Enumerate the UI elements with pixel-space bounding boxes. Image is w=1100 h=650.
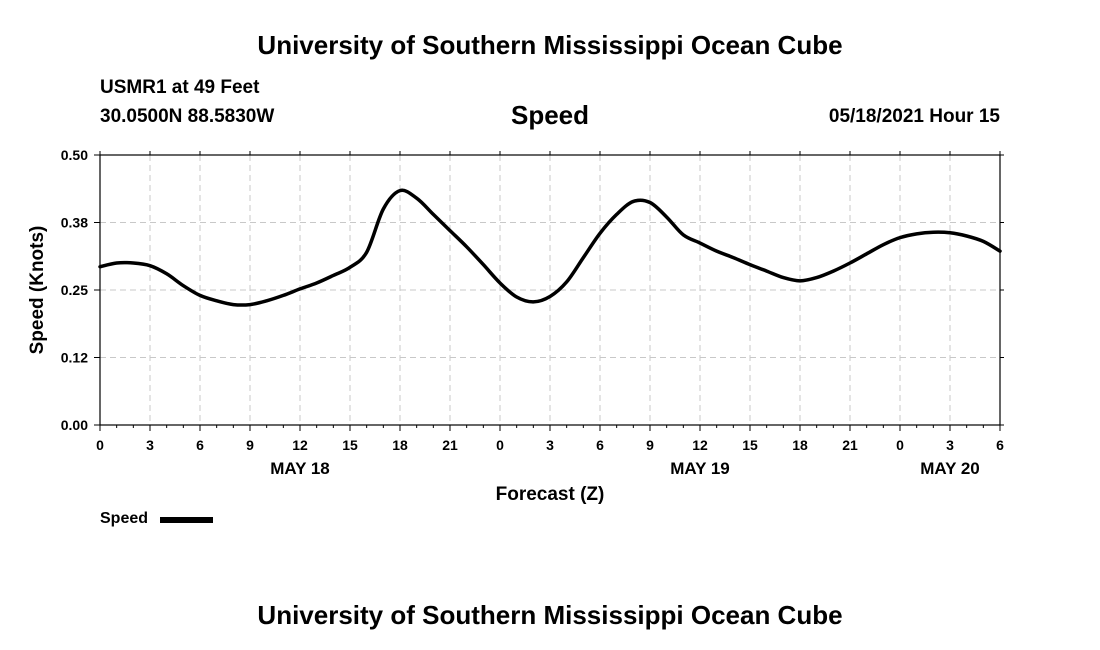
x-tick-label: 6 xyxy=(596,437,604,453)
x-tick-label: 15 xyxy=(742,437,758,453)
datetime-label: 05/18/2021 Hour 15 xyxy=(828,106,1000,127)
page-title-top: University of Southern Mississippi Ocean… xyxy=(257,30,843,60)
legend-label: Speed xyxy=(100,510,149,527)
coordinates-label: 30.0500N 88.5830W xyxy=(100,106,275,127)
date-label: MAY 18 xyxy=(270,459,330,478)
page-title-bottom: University of Southern Mississippi Ocean… xyxy=(257,600,843,630)
series-line-speed xyxy=(98,188,1002,307)
chart-grid xyxy=(100,155,1000,425)
y-tick-label: 0.12 xyxy=(61,350,88,366)
x-tick-label: 21 xyxy=(842,437,858,453)
x-tick-label: 3 xyxy=(146,437,154,453)
x-tick-label: 12 xyxy=(692,437,708,453)
legend-swatch xyxy=(160,517,213,523)
y-tick-label: 0.38 xyxy=(61,215,88,231)
x-tick-label: 0 xyxy=(496,437,504,453)
y-tick-labels: 0.00 0.12 0.25 0.38 0.50 xyxy=(61,147,88,433)
x-tick-label: 3 xyxy=(946,437,954,453)
x-tick-label: 18 xyxy=(792,437,808,453)
chart-title: Speed xyxy=(510,100,590,130)
y-tick-label: 0.00 xyxy=(61,417,88,433)
x-tick-label: 18 xyxy=(392,437,408,453)
station-label: USMR1 at 49 Feet xyxy=(100,77,260,98)
date-label: MAY 20 xyxy=(920,459,980,478)
chart-ticks xyxy=(94,151,1004,431)
x-tick-label: 6 xyxy=(196,437,204,453)
y-axis-label: Speed (Knots) xyxy=(27,226,48,355)
y-tick-label: 0.25 xyxy=(61,282,88,298)
x-tick-labels: 0 3 6 9 12 15 18 21 0 3 6 9 12 15 18 21 0 3 6 xyxy=(96,437,1004,453)
x-tick-label: 9 xyxy=(646,437,654,453)
x-tick-label: 0 xyxy=(96,437,104,453)
x-tick-label: 3 xyxy=(546,437,554,453)
x-axis-label: Forecast (Z) xyxy=(496,484,605,505)
x-tick-label: 15 xyxy=(342,437,358,453)
x-tick-label: 21 xyxy=(442,437,458,453)
x-tick-label: 0 xyxy=(896,437,904,453)
date-labels: MAY 18 MAY 19 MAY 20 xyxy=(270,459,980,478)
x-tick-label: 12 xyxy=(292,437,308,453)
y-tick-label: 0.50 xyxy=(61,147,88,163)
date-label: MAY 19 xyxy=(670,459,730,478)
x-tick-label: 6 xyxy=(996,437,1004,453)
x-tick-label: 9 xyxy=(246,437,254,453)
